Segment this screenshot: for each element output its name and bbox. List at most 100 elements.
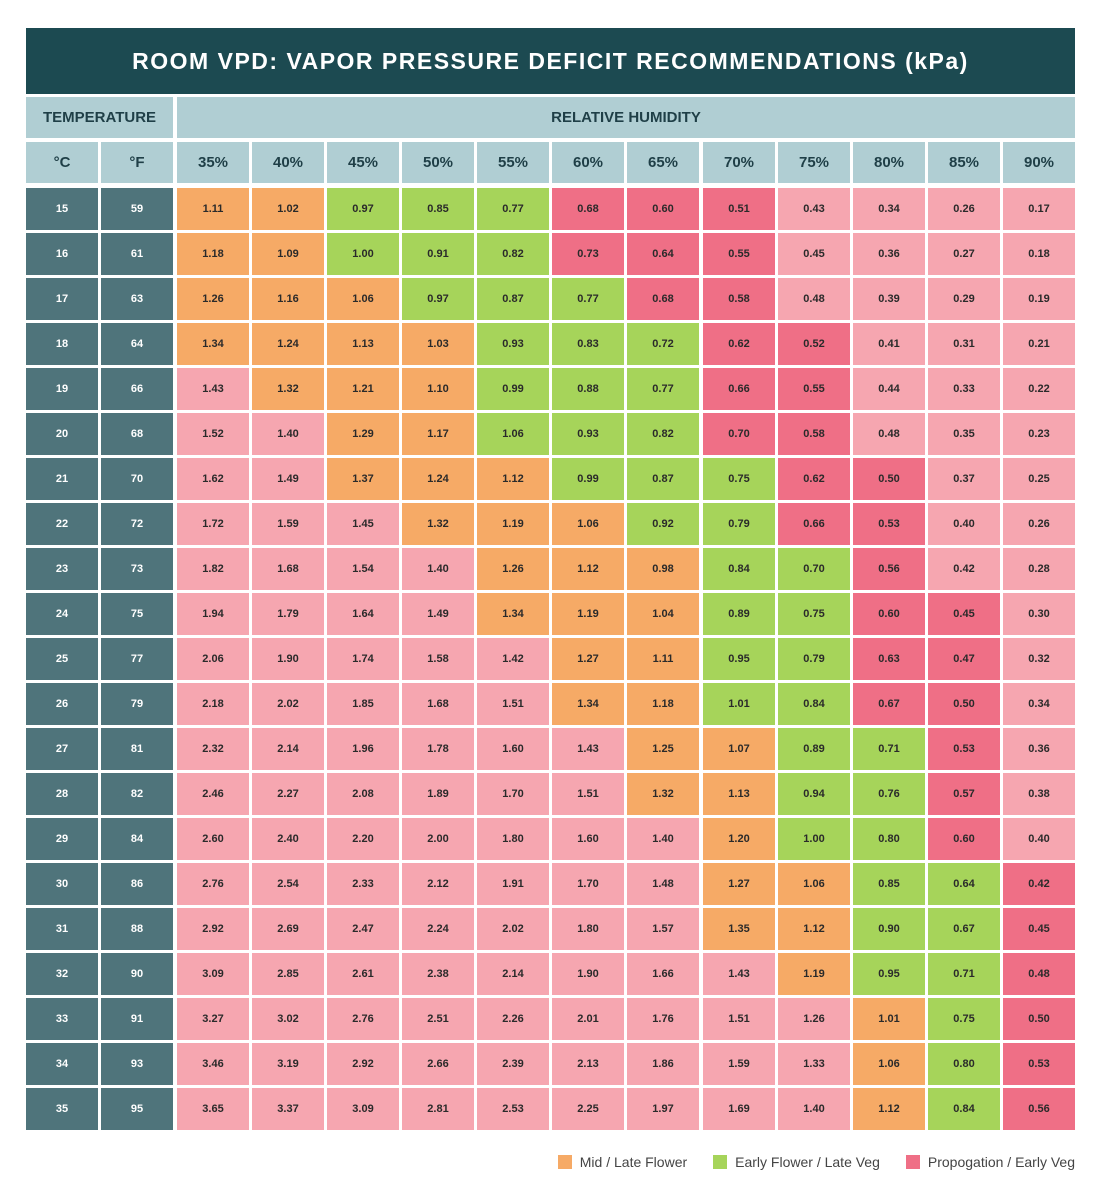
vpd-cell: 0.76: [853, 773, 925, 815]
vpd-cell: 0.48: [853, 413, 925, 455]
vpd-cell: 2.32: [177, 728, 249, 770]
vpd-cell: 2.14: [252, 728, 324, 770]
vpd-cell: 2.76: [177, 863, 249, 905]
vpd-cell: 0.62: [778, 458, 850, 500]
vpd-cell: 0.44: [853, 368, 925, 410]
vpd-cell: 0.73: [552, 233, 624, 275]
temp-f-cell: 73: [101, 548, 173, 590]
fahrenheit-header: °F: [101, 142, 173, 183]
vpd-cell: 1.01: [703, 683, 775, 725]
vpd-cell: 2.69: [252, 908, 324, 950]
vpd-cell: 1.32: [252, 368, 324, 410]
temp-c-cell: 28: [26, 773, 98, 815]
vpd-cell: 0.56: [1003, 1088, 1075, 1130]
vpd-cell: 2.51: [402, 998, 474, 1040]
vpd-cell: 0.87: [627, 458, 699, 500]
vpd-cell: 0.40: [1003, 818, 1075, 860]
temp-c-cell: 22: [26, 503, 98, 545]
vpd-cell: 0.45: [928, 593, 1000, 635]
temp-c-cell: 19: [26, 368, 98, 410]
vpd-cell: 2.12: [402, 863, 474, 905]
vpd-cell: 0.64: [627, 233, 699, 275]
vpd-cell: 0.50: [928, 683, 1000, 725]
vpd-cell: 1.18: [177, 233, 249, 275]
vpd-cell: 2.14: [477, 953, 549, 995]
temp-c-cell: 15: [26, 188, 98, 230]
vpd-cell: 0.41: [853, 323, 925, 365]
vpd-cell: 1.51: [552, 773, 624, 815]
vpd-cell: 2.01: [552, 998, 624, 1040]
vpd-cell: 1.51: [477, 683, 549, 725]
vpd-cell: 0.98: [627, 548, 699, 590]
vpd-cell: 1.43: [552, 728, 624, 770]
vpd-cell: 2.92: [177, 908, 249, 950]
vpd-cell: 0.50: [1003, 998, 1075, 1040]
vpd-cell: 0.95: [853, 953, 925, 995]
vpd-cell: 0.52: [778, 323, 850, 365]
vpd-cell: 2.60: [177, 818, 249, 860]
vpd-cell: 0.30: [1003, 593, 1075, 635]
temp-f-cell: 93: [101, 1043, 173, 1085]
vpd-cell: 1.43: [703, 953, 775, 995]
vpd-cell: 2.24: [402, 908, 474, 950]
vpd-cell: 1.26: [778, 998, 850, 1040]
vpd-cell: 1.32: [402, 503, 474, 545]
temp-f-cell: 75: [101, 593, 173, 635]
vpd-cell: 0.93: [552, 413, 624, 455]
vpd-cell: 1.68: [402, 683, 474, 725]
vpd-cell: 1.37: [327, 458, 399, 500]
vpd-cell: 0.29: [928, 278, 1000, 320]
vpd-cell: 0.53: [928, 728, 1000, 770]
vpd-cell: 1.16: [252, 278, 324, 320]
temp-f-cell: 91: [101, 998, 173, 1040]
humidity-header: 35%: [177, 142, 249, 183]
vpd-cell: 1.04: [627, 593, 699, 635]
vpd-cell: 0.31: [928, 323, 1000, 365]
vpd-cell: 1.69: [703, 1088, 775, 1130]
temp-c-cell: 16: [26, 233, 98, 275]
vpd-cell: 1.11: [627, 638, 699, 680]
vpd-cell: 1.18: [627, 683, 699, 725]
vpd-cell: 0.91: [402, 233, 474, 275]
vpd-cell: 2.54: [252, 863, 324, 905]
vpd-cell: 1.68: [252, 548, 324, 590]
vpd-cell: 3.65: [177, 1088, 249, 1130]
legend: Mid / Late Flower Early Flower / Late Veg…: [557, 1151, 1075, 1173]
vpd-cell: 1.57: [627, 908, 699, 950]
vpd-cell: 2.40: [252, 818, 324, 860]
vpd-cell: 0.75: [778, 593, 850, 635]
vpd-cell: 0.27: [928, 233, 1000, 275]
vpd-cell: 0.36: [1003, 728, 1075, 770]
temp-f-cell: 72: [101, 503, 173, 545]
vpd-cell: 0.17: [1003, 188, 1075, 230]
vpd-cell: 0.72: [627, 323, 699, 365]
vpd-cell: 0.82: [627, 413, 699, 455]
chart-title: ROOM VPD: VAPOR PRESSURE DEFICIT RECOMME…: [26, 28, 1075, 94]
vpd-cell: 2.46: [177, 773, 249, 815]
vpd-cell: 2.25: [552, 1088, 624, 1130]
vpd-cell: 0.95: [703, 638, 775, 680]
vpd-cell: 0.37: [928, 458, 1000, 500]
vpd-cell: 0.39: [853, 278, 925, 320]
vpd-cell: 0.21: [1003, 323, 1075, 365]
vpd-cell: 0.51: [703, 188, 775, 230]
vpd-cell: 1.24: [252, 323, 324, 365]
vpd-cell: 2.00: [402, 818, 474, 860]
vpd-cell: 1.32: [627, 773, 699, 815]
vpd-cell: 1.60: [552, 818, 624, 860]
vpd-cell: 1.34: [477, 593, 549, 635]
vpd-cell: 0.89: [778, 728, 850, 770]
vpd-cell: 0.85: [853, 863, 925, 905]
vpd-cell: 2.33: [327, 863, 399, 905]
vpd-cell: 0.99: [477, 368, 549, 410]
vpd-cell: 0.94: [778, 773, 850, 815]
vpd-cell: 0.48: [778, 278, 850, 320]
vpd-cell: 0.48: [1003, 953, 1075, 995]
vpd-cell: 1.07: [703, 728, 775, 770]
vpd-cell: 1.90: [552, 953, 624, 995]
vpd-cell: 2.76: [327, 998, 399, 1040]
vpd-cell: 1.00: [327, 233, 399, 275]
vpd-cell: 0.88: [552, 368, 624, 410]
vpd-cell: 1.12: [477, 458, 549, 500]
legend-swatch: [713, 1155, 728, 1169]
